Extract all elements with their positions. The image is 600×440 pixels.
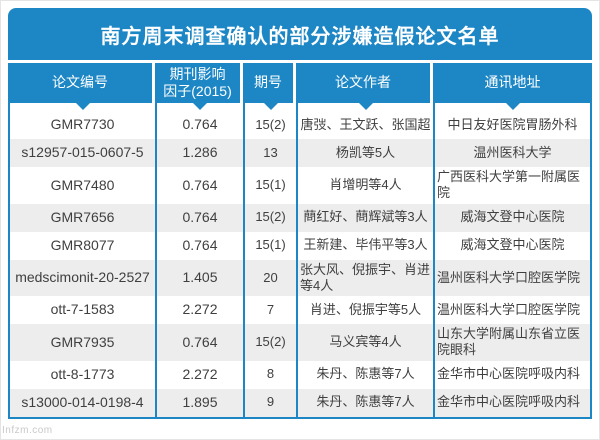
cell-address: 中日友好医院胃肠外科 bbox=[447, 116, 578, 132]
cell-paper-id: GMR7480 bbox=[10, 167, 157, 204]
table-row: s12957-015-0607-5 1.286 13 杨凯等5人 温州医科大学 bbox=[10, 139, 590, 167]
cell-paper-id: ott-7-1583 bbox=[10, 296, 157, 324]
cell-impact-factor: 0.764 bbox=[157, 231, 245, 260]
table-row: GMR8077 0.764 15(1) 王新建、毕伟平等3人 威海文登中心医院 bbox=[10, 231, 590, 260]
cell-issue: 9 bbox=[245, 388, 298, 417]
table-row: ott-7-1583 2.272 7 肖进、倪振宇等5人 温州医科大学口腔医学院 bbox=[10, 296, 590, 324]
cell-paper-id: GMR7730 bbox=[10, 111, 157, 139]
cell-issue: 15(2) bbox=[245, 111, 298, 139]
cell-paper-id: s13000-014-0198-4 bbox=[10, 388, 157, 417]
cell-authors: 马义宾等4人 bbox=[298, 324, 435, 361]
cell-authors: 杨凯等5人 bbox=[298, 139, 435, 167]
cell-address: 威海文登中心医院 bbox=[460, 209, 565, 225]
cell-address: 温州医科大学口腔医学院 bbox=[437, 301, 581, 317]
cell-issue: 15(1) bbox=[245, 167, 298, 204]
table-row: medscimonit-20-2527 1.405 20 张大风、倪振宇、肖进等… bbox=[10, 259, 590, 296]
table-row: GMR7730 0.764 15(2) 唐弢、王文跃、张国超 中日友好医院胃肠外… bbox=[10, 111, 590, 139]
cell-issue: 20 bbox=[245, 259, 298, 296]
cell-address: 温州医科大学 bbox=[473, 144, 552, 160]
triangle-down-icon bbox=[435, 103, 590, 111]
cell-authors: 王新建、毕伟平等3人 bbox=[298, 231, 435, 260]
cell-impact-factor: 2.272 bbox=[157, 296, 245, 324]
triangle-down-icon bbox=[157, 103, 245, 111]
cell-paper-id: ott-8-1773 bbox=[10, 360, 157, 389]
table-row: ott-8-1773 2.272 8 朱丹、陈惠等7人 金华市中心医院呼吸内科 bbox=[10, 360, 590, 389]
cell-impact-factor: 0.764 bbox=[157, 167, 245, 204]
cell-issue: 13 bbox=[245, 139, 298, 167]
triangle-down-icon bbox=[10, 103, 157, 111]
header-issue: 期号 bbox=[243, 63, 293, 103]
cell-address: 威海文登中心医院 bbox=[460, 237, 565, 253]
cell-authors: 张大风、倪振宇、肖进等4人 bbox=[298, 259, 435, 296]
cell-authors: 肖进、倪振宇等5人 bbox=[298, 296, 435, 324]
cell-authors: 朱丹、陈惠等7人 bbox=[298, 360, 435, 389]
cell-issue: 7 bbox=[245, 296, 298, 324]
cell-issue: 15(2) bbox=[245, 324, 298, 361]
header-impact-factor: 期刊影响 因子(2015) bbox=[155, 63, 240, 103]
triangle-down-icon bbox=[245, 103, 298, 111]
table-body: GMR7730 0.764 15(2) 唐弢、王文跃、张国超 中日友好医院胃肠外… bbox=[8, 103, 592, 419]
cell-impact-factor: 1.286 bbox=[157, 139, 245, 167]
cell-impact-factor: 0.764 bbox=[157, 203, 245, 232]
page-title: 南方周末调查确认的部分涉嫌造假论文名单 bbox=[8, 8, 592, 60]
cell-impact-factor: 0.764 bbox=[157, 111, 245, 139]
table-row: GMR7480 0.764 15(1) 肖增明等4人 广西医科大学第一附属医院 bbox=[10, 167, 590, 204]
header-authors: 论文作者 bbox=[296, 63, 430, 103]
cell-issue: 15(2) bbox=[245, 203, 298, 232]
cell-impact-factor: 0.764 bbox=[157, 324, 245, 361]
watermark: Infzm.com bbox=[2, 425, 53, 436]
cell-address: 山东大学附属山东省立医院眼科 bbox=[437, 326, 581, 358]
cell-address: 广西医科大学第一附属医院 bbox=[437, 169, 581, 201]
cell-paper-id: GMR7935 bbox=[10, 324, 157, 361]
table-row: s13000-014-0198-4 1.895 9 朱丹、陈惠等7人 金华市中心… bbox=[10, 388, 590, 417]
table-row: GMR7935 0.764 15(2) 马义宾等4人 山东大学附属山东省立医院眼… bbox=[10, 324, 590, 361]
header-address: 通讯地址 bbox=[433, 63, 592, 103]
triangle-down-icon bbox=[298, 103, 435, 111]
title-header-divider bbox=[8, 60, 592, 63]
header-paper-id: 论文编号 bbox=[8, 63, 152, 103]
header-pointer-row bbox=[10, 103, 590, 111]
cell-address: 金华市中心医院呼吸内科 bbox=[437, 394, 581, 410]
cell-authors: 唐弢、王文跃、张国超 bbox=[298, 111, 435, 139]
cell-paper-id: s12957-015-0607-5 bbox=[10, 139, 157, 167]
paper-fraud-table: 南方周末调查确认的部分涉嫌造假论文名单 论文编号 期刊影响 因子(2015) 期… bbox=[8, 8, 592, 419]
cell-impact-factor: 1.895 bbox=[157, 388, 245, 417]
cell-paper-id: GMR7656 bbox=[10, 203, 157, 232]
table-rows: GMR7730 0.764 15(2) 唐弢、王文跃、张国超 中日友好医院胃肠外… bbox=[10, 111, 590, 417]
cell-address: 金华市中心医院呼吸内科 bbox=[437, 366, 581, 382]
cell-authors: 蔄红好、蔄辉斌等3人 bbox=[298, 203, 435, 232]
cell-paper-id: medscimonit-20-2527 bbox=[10, 259, 157, 296]
cell-issue: 8 bbox=[245, 360, 298, 389]
cell-address: 温州医科大学口腔医学院 bbox=[437, 269, 581, 285]
cell-impact-factor: 1.405 bbox=[157, 259, 245, 296]
cell-impact-factor: 2.272 bbox=[157, 360, 245, 389]
table-row: GMR7656 0.764 15(2) 蔄红好、蔄辉斌等3人 威海文登中心医院 bbox=[10, 203, 590, 232]
cell-authors: 朱丹、陈惠等7人 bbox=[298, 388, 435, 417]
cell-issue: 15(1) bbox=[245, 231, 298, 260]
cell-paper-id: GMR8077 bbox=[10, 231, 157, 260]
table-header-row: 论文编号 期刊影响 因子(2015) 期号 论文作者 通讯地址 bbox=[8, 63, 592, 103]
cell-authors: 肖增明等4人 bbox=[298, 167, 435, 204]
